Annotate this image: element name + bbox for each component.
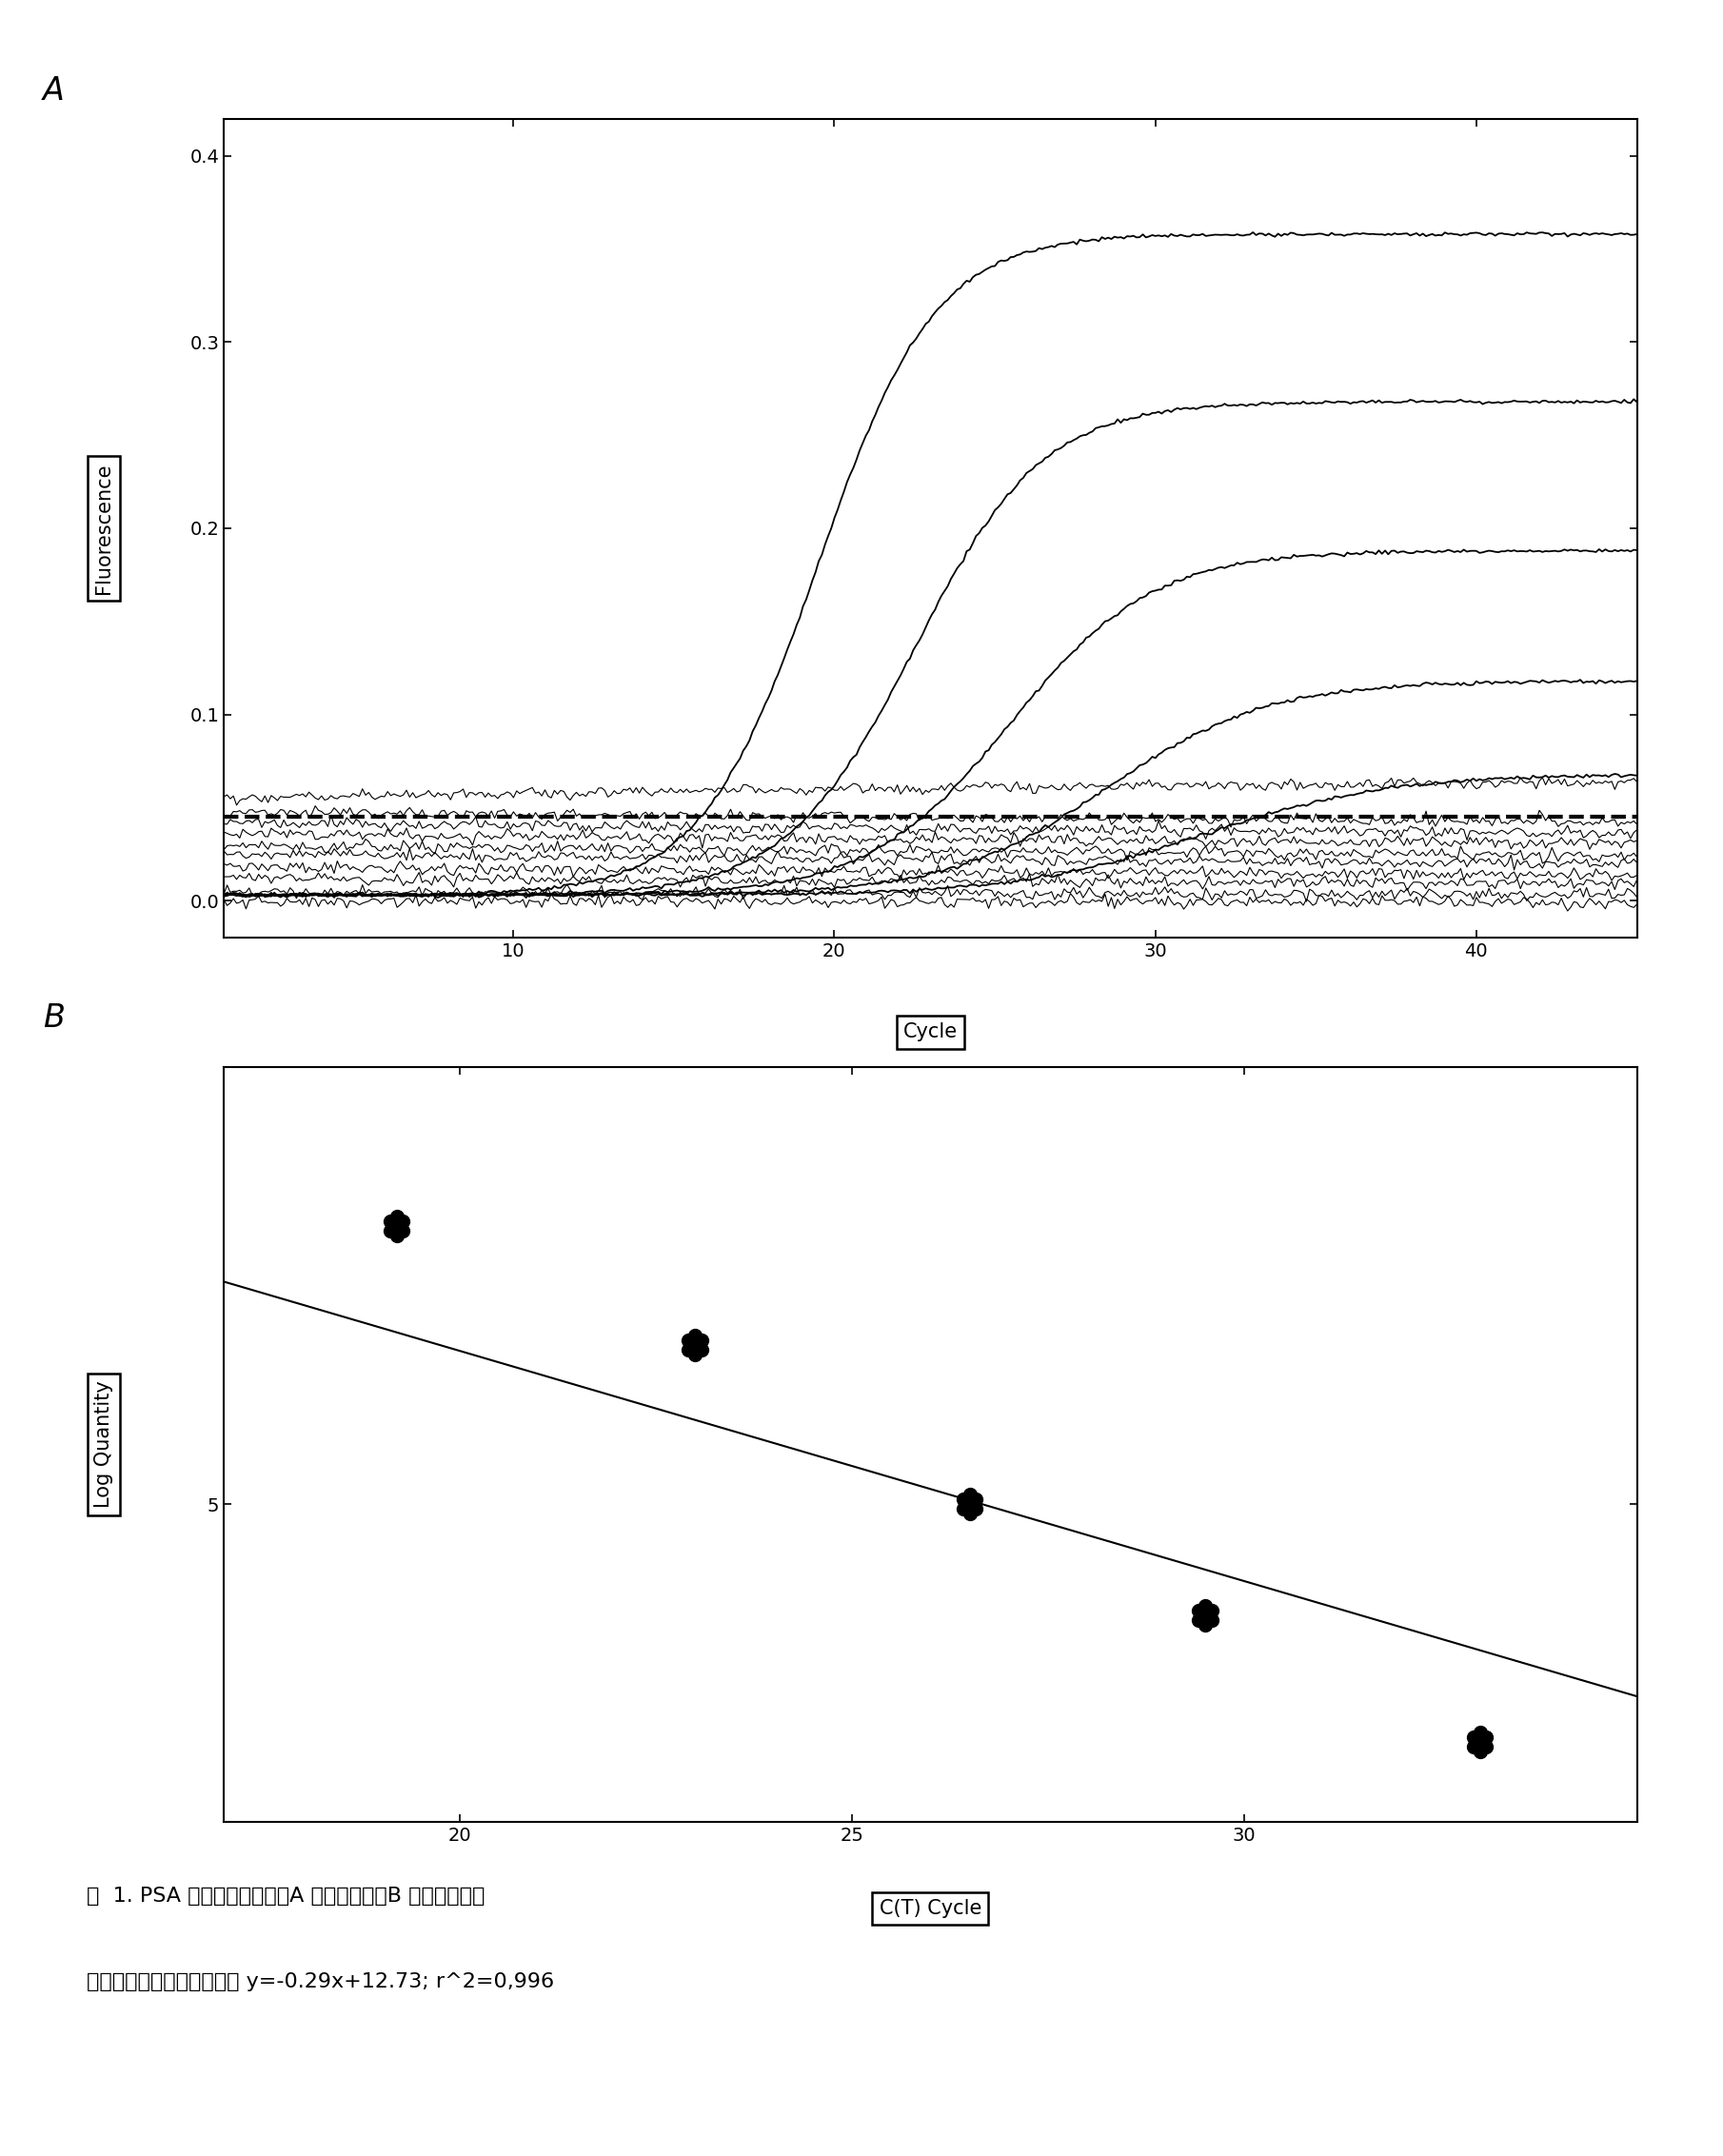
Point: [949, 1481, 977, 1516]
Point: [687, 1324, 715, 1358]
Point: [681, 1337, 708, 1371]
Point: [1466, 1716, 1494, 1751]
Point: [949, 1492, 977, 1526]
Point: [389, 1214, 417, 1248]
Point: [1185, 1593, 1213, 1628]
Point: [1191, 1589, 1218, 1623]
Text: A: A: [43, 75, 65, 108]
Point: [377, 1203, 405, 1238]
Text: Fluorescence: Fluorescence: [95, 464, 114, 593]
Point: [1197, 1602, 1225, 1636]
Point: [1191, 1608, 1218, 1643]
Text: B: B: [43, 1003, 65, 1035]
Point: [956, 1496, 984, 1531]
Point: [961, 1492, 989, 1526]
Point: [1473, 1720, 1501, 1755]
Text: C(T) Cycle: C(T) Cycle: [879, 1899, 982, 1919]
Point: [1191, 1598, 1218, 1632]
Point: [377, 1214, 405, 1248]
Point: [383, 1210, 410, 1244]
Text: Cycle: Cycle: [903, 1022, 958, 1041]
Point: [1185, 1602, 1213, 1636]
Point: [675, 1332, 703, 1367]
Point: [1459, 1729, 1487, 1764]
Point: [1466, 1725, 1494, 1759]
Point: [383, 1199, 410, 1233]
Point: [956, 1488, 984, 1522]
Text: Log Quantity: Log Quantity: [95, 1380, 114, 1509]
Point: [1466, 1736, 1494, 1770]
Point: [383, 1218, 410, 1253]
Point: [961, 1481, 989, 1516]
Point: [389, 1203, 417, 1238]
Point: [956, 1477, 984, 1511]
Point: [675, 1324, 703, 1358]
Text: 图  1. PSA 标准曲线的制备。A 荧光曲线图；B 标准曲线图。: 图 1. PSA 标准曲线的制备。A 荧光曲线图；B 标准曲线图。: [86, 1886, 484, 1906]
Point: [1197, 1593, 1225, 1628]
Point: [687, 1332, 715, 1367]
Point: [1459, 1720, 1487, 1755]
Point: [1473, 1729, 1501, 1764]
Text: 根据标准曲线求得回归方程 y=-0.29x+12.73; r^2=0,996: 根据标准曲线求得回归方程 y=-0.29x+12.73; r^2=0,996: [86, 1973, 553, 1992]
Point: [681, 1319, 708, 1354]
Point: [681, 1328, 708, 1363]
